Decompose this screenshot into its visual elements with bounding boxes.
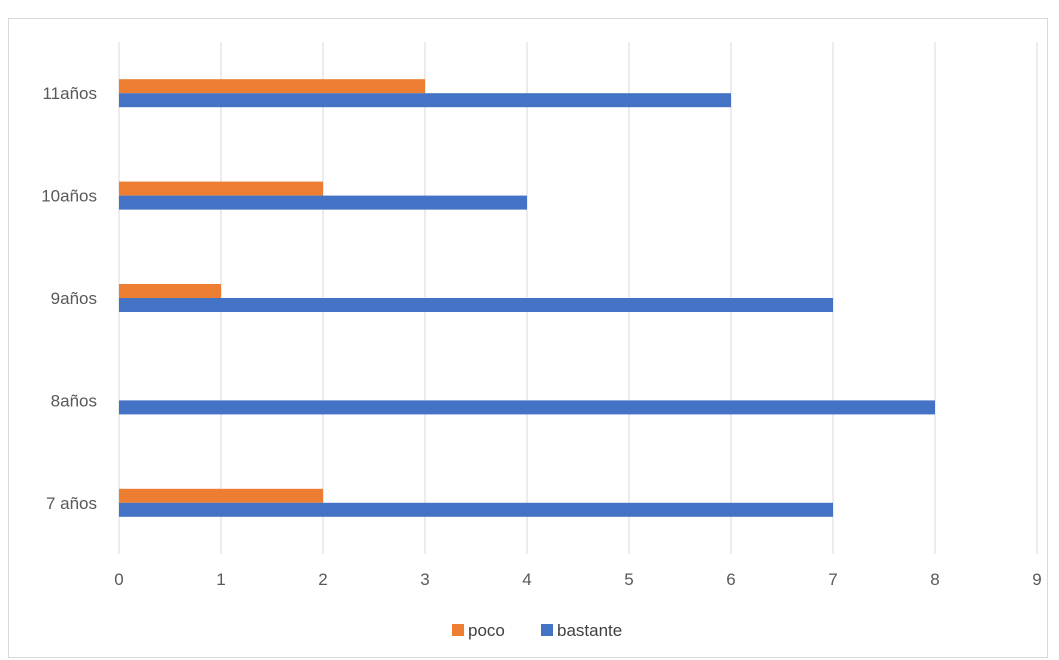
- x-tick-label-4: 4: [522, 570, 531, 589]
- x-tick-label-3: 3: [420, 570, 429, 589]
- category-label: 11años: [42, 84, 97, 103]
- bar-bastante: [119, 195, 527, 210]
- category-label: 7 años: [46, 494, 97, 513]
- x-tick-label-7: 7: [828, 570, 837, 589]
- x-tick-label-2: 2: [318, 570, 327, 589]
- category-label: 8años: [51, 391, 97, 410]
- category-labels: 7 años 8años 9años 10años 11años: [41, 84, 97, 513]
- x-tick-label-6: 6: [726, 570, 735, 589]
- legend-swatch-bastante: [541, 624, 553, 636]
- x-tick-label-1: 1: [216, 570, 225, 589]
- legend-label-poco: poco: [468, 621, 505, 640]
- legend-swatch-poco: [452, 624, 464, 636]
- bar-poco: [119, 79, 425, 94]
- bar-poco: [119, 488, 323, 503]
- x-tick-label-9: 9: [1032, 570, 1041, 589]
- legend-label-bastante: bastante: [557, 621, 622, 640]
- bar-poco: [119, 284, 221, 298]
- gridlines: [118, 42, 1038, 554]
- legend: poco bastante: [452, 621, 622, 640]
- bar-bastante: [119, 400, 935, 415]
- x-tick-label-8: 8: [930, 570, 939, 589]
- chart-frame: [8, 18, 1048, 658]
- bar-poco: [119, 181, 323, 196]
- bar-bastante: [119, 502, 833, 517]
- x-tick-labels: 0 1 2 3 4 5 6 7 8 9: [114, 570, 1041, 589]
- bar-bastante: [119, 93, 731, 108]
- category-label: 9años: [51, 289, 97, 308]
- x-tick-label-5: 5: [624, 570, 633, 589]
- bar-bastante: [119, 298, 833, 312]
- x-tick-label-0: 0: [114, 570, 123, 589]
- category-label: 10años: [41, 187, 97, 206]
- bars: [119, 79, 935, 517]
